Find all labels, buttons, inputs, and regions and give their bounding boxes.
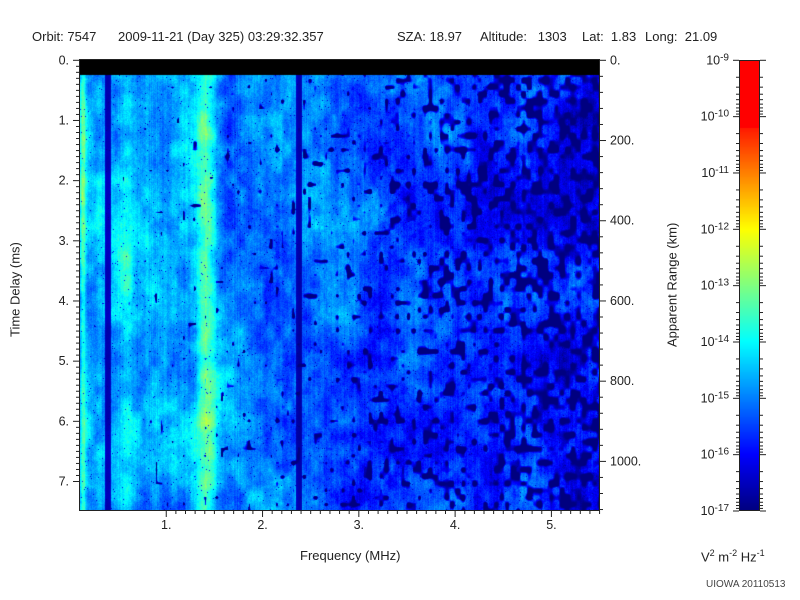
svg-text:10-9: 10-9: [706, 52, 729, 67]
svg-text:10-11: 10-11: [701, 165, 729, 180]
svg-text:4.: 4.: [59, 294, 69, 308]
svg-text:10-13: 10-13: [701, 278, 730, 293]
svg-text:1.: 1.: [161, 518, 171, 532]
svg-text:200.: 200.: [610, 134, 634, 148]
svg-text:10-14: 10-14: [701, 334, 730, 349]
svg-text:7.: 7.: [59, 474, 69, 488]
svg-text:800.: 800.: [610, 374, 634, 388]
svg-text:400.: 400.: [610, 214, 634, 228]
svg-text:10-17: 10-17: [701, 503, 730, 518]
svg-text:1000.: 1000.: [610, 454, 641, 468]
svg-text:2.: 2.: [257, 518, 267, 532]
svg-text:4.: 4.: [450, 518, 460, 532]
svg-text:3.: 3.: [354, 518, 364, 532]
svg-text:5.: 5.: [546, 518, 556, 532]
svg-text:5.: 5.: [59, 354, 69, 368]
svg-text:3.: 3.: [59, 234, 69, 248]
svg-text:10-15: 10-15: [701, 390, 730, 405]
svg-text:1.: 1.: [59, 113, 69, 127]
svg-text:10-12: 10-12: [701, 221, 730, 236]
svg-text:2.: 2.: [59, 174, 69, 188]
svg-text:10-10: 10-10: [701, 109, 730, 124]
svg-text:0.: 0.: [59, 53, 69, 67]
svg-text:6.: 6.: [59, 414, 69, 428]
svg-text:10-16: 10-16: [701, 447, 730, 462]
svg-text:600.: 600.: [610, 294, 634, 308]
svg-text:0.: 0.: [610, 53, 620, 67]
